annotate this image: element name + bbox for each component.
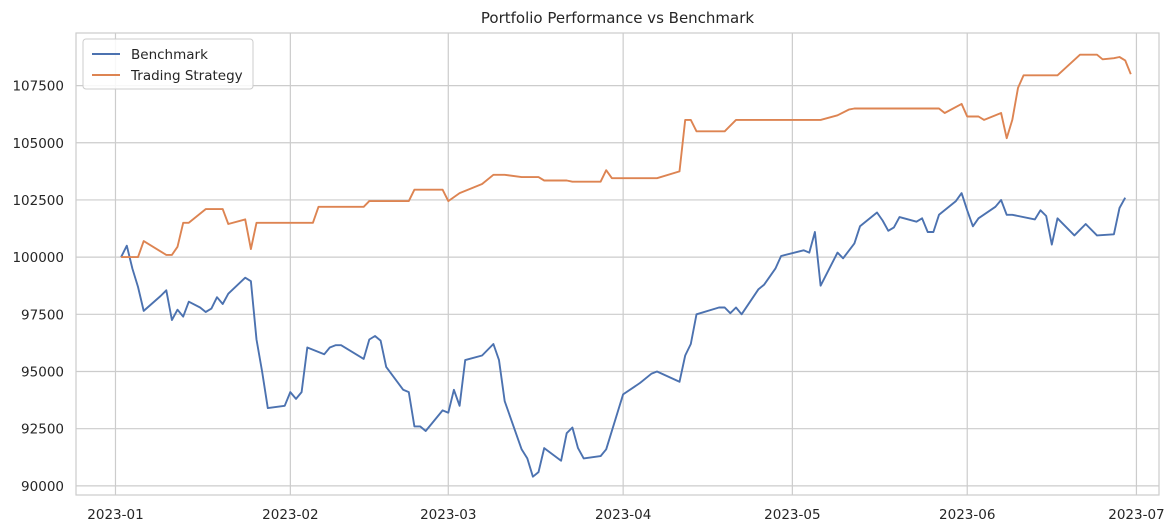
y-tick-label: 92500 bbox=[21, 422, 64, 438]
legend-label: Benchmark bbox=[131, 47, 208, 63]
legend: Benchmark Trading Strategy bbox=[82, 38, 254, 90]
x-tick-label: 2023-06 bbox=[939, 507, 995, 523]
chart-title: Portfolio Performance vs Benchmark bbox=[481, 9, 755, 27]
x-tick-label: 2023-01 bbox=[87, 507, 143, 523]
y-axis-ticks: 90000 92500 95000 97500 100000 102500 105000 10… bbox=[12, 79, 64, 495]
x-tick-label: 2023-03 bbox=[420, 507, 476, 523]
series-line-benchmark bbox=[120, 192, 1127, 478]
y-tick-label: 100000 bbox=[12, 250, 64, 266]
legend-box bbox=[82, 38, 254, 90]
y-tick-label: 90000 bbox=[21, 479, 64, 495]
y-tick-label: 105000 bbox=[12, 136, 64, 152]
x-tick-label: 2023-02 bbox=[262, 507, 318, 523]
plot-area bbox=[76, 33, 1159, 495]
legend-label: Trading Strategy bbox=[130, 68, 243, 84]
x-axis-ticks: 2023-01 2023-02 2023-03 2023-04 2023-05 2023-… bbox=[87, 507, 1164, 523]
plot-frame bbox=[75, 32, 1160, 496]
series-lines bbox=[120, 53, 1132, 478]
x-tick-label: 2023-07 bbox=[1108, 507, 1164, 523]
y-tick-label: 95000 bbox=[21, 364, 64, 380]
x-tick-label: 2023-05 bbox=[764, 507, 820, 523]
y-tick-label: 102500 bbox=[12, 193, 64, 209]
gridlines bbox=[76, 33, 1159, 495]
series-line-trading-strategy bbox=[121, 53, 1132, 259]
x-tick-label: 2023-04 bbox=[595, 507, 651, 523]
y-tick-label: 97500 bbox=[21, 307, 64, 323]
y-tick-label: 107500 bbox=[12, 79, 64, 95]
